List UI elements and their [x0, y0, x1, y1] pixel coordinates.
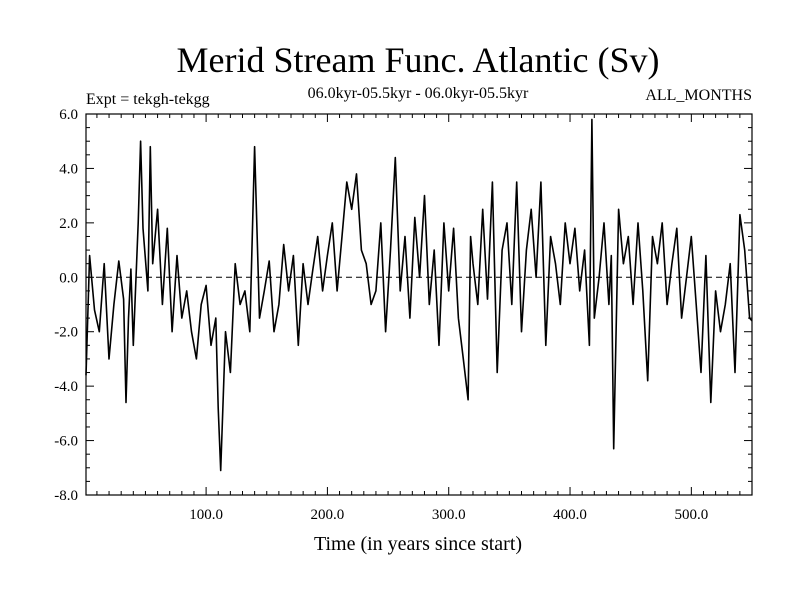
- x-tick-label: 200.0: [311, 507, 345, 523]
- y-tick-label: 2.0: [59, 216, 78, 232]
- y-tick-label: -2.0: [54, 325, 78, 341]
- x-tick-label: 100.0: [189, 507, 223, 523]
- y-tick-label: -4.0: [54, 379, 78, 395]
- x-axis-label: Time (in years since start): [314, 533, 522, 555]
- y-tick-label: 6.0: [59, 107, 78, 123]
- plot-area: [85, 118, 753, 472]
- x-tick-label: 500.0: [674, 507, 708, 523]
- months-label: ALL_MONTHS: [645, 87, 752, 104]
- y-tick-label: -8.0: [54, 488, 78, 504]
- x-tick-label: 300.0: [432, 507, 466, 523]
- series-line: [85, 118, 753, 472]
- x-tick-label: 400.0: [553, 507, 587, 523]
- y-tick-label: 4.0: [59, 161, 78, 177]
- y-tick-label: 0.0: [59, 270, 78, 286]
- chart-title: Merid Stream Func. Atlantic (Sv): [177, 40, 660, 80]
- period-label: 06.0kyr-05.5kyr - 06.0kyr-05.5kyr: [308, 85, 529, 102]
- y-tick-label: -6.0: [54, 434, 78, 450]
- experiment-label: Expt = tekgh-tekgg: [86, 91, 210, 108]
